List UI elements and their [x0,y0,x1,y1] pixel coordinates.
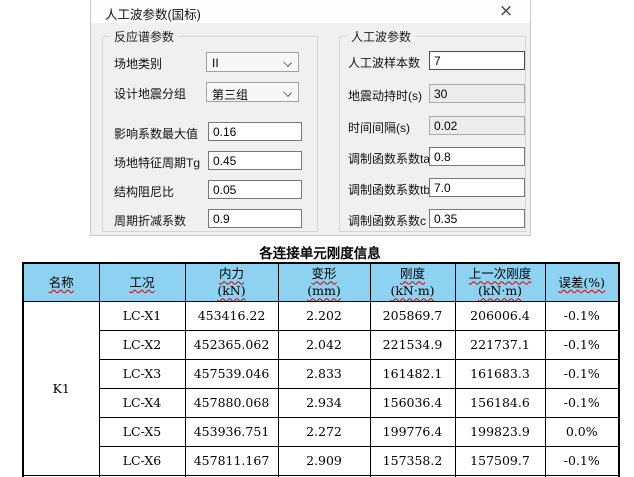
col-header-error: 误差(%) [544,262,620,302]
field-duration: 地震动持时(s) [340,84,525,104]
table-row: LC-X6 457811.167 2.909 157358.2 157509.7… [23,445,620,476]
chevron-down-icon [283,58,292,67]
response-spectrum-group: 反应谱参数 场地类别 II 设计地震分组 第三组 影响系数最大值 [102,28,318,232]
field-site-class: 场地类别 II [103,52,317,72]
artificial-wave-group: 人工波参数 人工波样本数 地震动持时(s) 时间间隔(s) 调制函数系数ta 调… [339,28,526,232]
period-reduction-input[interactable] [208,209,302,228]
duration-input[interactable] [429,84,525,103]
table-header-row: 名称 工况 内力 (kN) 变形 (mm) 刚度 (kN·m) 上一次刚度 (kN·m)… [22,262,620,302]
stiffness-table: 名称 工况 内力 (kN) 变形 (mm) 刚度 (kN·m) 上一次刚度 (kN·m)… [22,262,620,477]
time-interval-input[interactable] [429,116,525,135]
sample-count-input[interactable] [429,51,525,70]
site-period-input[interactable] [208,151,302,170]
col-header-name: 名称 [22,262,100,302]
group-title: 人工波参数 [347,28,416,45]
dialog-title: 人工波参数(国标) [105,8,201,22]
col-header-prev-stiffness: 上一次刚度 (kN·m) [454,262,546,302]
field-time-interval: 时间间隔(s) [340,116,525,136]
col-header-case: 工况 [98,262,186,302]
seismic-group-dropdown[interactable]: 第三组 [206,82,299,102]
dialog-titlebar[interactable]: 人工波参数(国标) × [91,0,530,23]
table-row-partial [22,474,620,477]
field-mod-c: 调制函数系数c [340,209,525,229]
field-max-influence: 影响系数最大值 [103,122,317,142]
damping-ratio-input[interactable] [208,180,302,199]
table-row: K1 LC-X1 453416.22 2.202 205869.7 206006… [22,300,620,476]
field-mod-tb: 调制函数系数tb [340,178,525,198]
table-row: LC-X2 452365.062 2.042 221534.9 221737.1… [23,329,620,360]
table-row: LC-X5 453936.751 2.272 199776.4 199823.9… [23,416,620,447]
mod-tb-input[interactable] [429,178,525,197]
table-row: LC-X3 457539.046 2.833 161482.1 161683.3… [23,358,620,389]
field-site-period: 场地特征周期Tg [103,151,317,171]
field-sample-count: 人工波样本数 [340,51,525,71]
field-seismic-group: 设计地震分组 第三组 [103,82,317,102]
group-title: 反应谱参数 [110,28,179,45]
chevron-down-icon [283,88,292,97]
table-row: LC-X4 457880.068 2.934 156036.4 156184.6… [23,387,620,418]
col-header-force: 内力 (kN) [184,262,279,302]
mod-ta-input[interactable] [429,147,525,166]
col-header-deform: 变形 (mm) [277,262,371,302]
group-name-cell: K1 [22,300,100,476]
max-influence-input[interactable] [208,122,302,141]
col-header-stiffness: 刚度 (kN·m) [369,262,456,302]
close-icon[interactable]: × [498,1,514,21]
site-class-dropdown[interactable]: II [206,52,299,72]
artificial-wave-dialog: 人工波参数(国标) × 反应谱参数 场地类别 II 设计地震分组 第三组 [90,0,531,236]
table-title: 各连接单元刚度信息 [259,246,381,262]
field-period-reduction: 周期折减系数 [103,209,317,229]
field-damping-ratio: 结构阻尼比 [103,180,317,200]
field-mod-ta: 调制函数系数ta [340,147,525,167]
mod-c-input[interactable] [429,209,525,228]
